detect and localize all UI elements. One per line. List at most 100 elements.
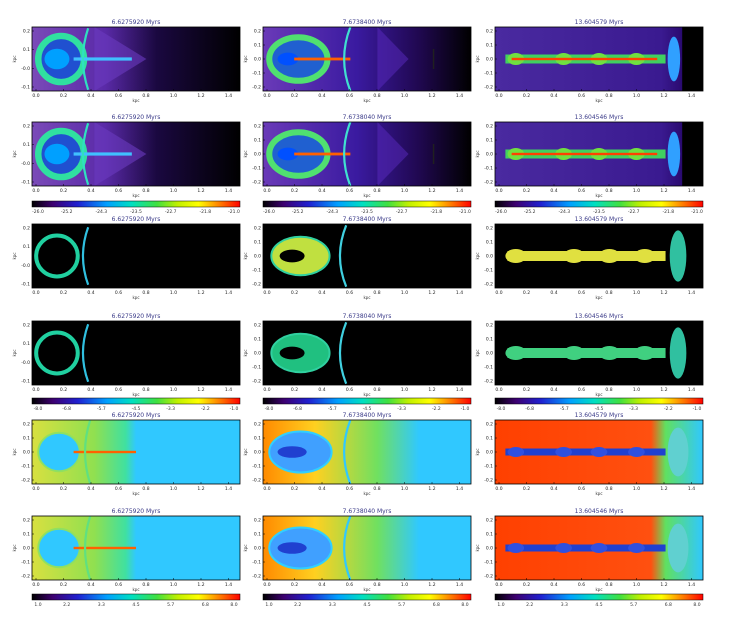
- x-tick-label: 1.4: [688, 387, 695, 393]
- knot: [563, 346, 585, 360]
- colorbar: -26.0 -25.2 -24.3 -23.5 -22.7 -21.8 -21.0: [31, 200, 241, 215]
- x-tick-label: 1.4: [456, 93, 463, 99]
- colorbar-tick-label: 3.3: [561, 602, 568, 608]
- x-tick-label: 0.0: [495, 582, 502, 588]
- ambient-region: [682, 122, 703, 186]
- x-tick-label: 1.0: [170, 93, 177, 99]
- knot: [590, 447, 608, 457]
- x-tick-label: 0.4: [87, 387, 94, 393]
- panel-image: [495, 321, 703, 385]
- x-tick-label: 0.2: [60, 290, 67, 296]
- y-tick-label: 0.0: [486, 450, 493, 456]
- panel-title: 13.604546 Myrs: [575, 313, 624, 320]
- x-tick-label: 0.0: [32, 93, 39, 99]
- plot-panel: 7.6738400 Myrs 0.0 0.2 0.4 0.6 0.8 1.0 1.2 1.4 kp…: [243, 216, 472, 300]
- y-axis-label: kpc: [475, 544, 480, 551]
- x-tick-label: 0.4: [550, 387, 557, 393]
- x-tick-label: 0.4: [550, 188, 557, 194]
- panel-image: [32, 27, 240, 91]
- panel-image: [495, 516, 703, 580]
- x-tick-label: 0.6: [346, 290, 353, 296]
- bow-shock: [343, 516, 352, 580]
- y-tick-label: 0.2: [23, 226, 30, 232]
- colorbar-tick-label: 1.0: [34, 602, 41, 608]
- x-tick-label: 0.8: [373, 93, 380, 99]
- x-axis-label: kpc: [595, 392, 602, 397]
- x-tick-label: 0.2: [60, 93, 67, 99]
- y-axis-label: kpc: [12, 448, 17, 455]
- x-axis-label: kpc: [595, 491, 602, 496]
- y-tick-label: -0.1: [484, 464, 493, 470]
- x-tick-label: 0.8: [605, 486, 612, 492]
- y-axis-label: kpc: [475, 55, 480, 62]
- x-tick-label: 0.2: [291, 387, 298, 393]
- y-tick-label: 0.2: [23, 323, 30, 329]
- colorbar-tick-label: -5.7: [560, 406, 569, 412]
- colorbar-gradient: [31, 397, 241, 405]
- bow-shock: [343, 27, 352, 91]
- x-tick-label: 0.4: [318, 93, 325, 99]
- colorbar-tick-label: -1.0: [461, 406, 470, 412]
- colorbar-tick-label: -25.2: [524, 209, 536, 215]
- inner-cavity: [277, 52, 299, 66]
- x-axis-label: kpc: [595, 295, 602, 300]
- colorbar-tick-label: -21.0: [691, 209, 703, 215]
- panel-title: 7.6738040 Myrs: [343, 508, 392, 515]
- jet-beam: [505, 448, 666, 456]
- plot-panel: 6.6275920 Myrs 0.0 0.2 0.4 0.6 0.8 1.0 1.2 1.4 kp…: [12, 19, 241, 103]
- colorbar-tick-label: 5.7: [630, 602, 637, 608]
- x-tick-label: 0.6: [578, 387, 585, 393]
- y-tick-label: -0.1: [21, 560, 30, 566]
- x-tick-label: 0.6: [115, 290, 122, 296]
- y-tick-label: -0.1: [21, 379, 30, 385]
- x-tick-label: 0.2: [523, 582, 530, 588]
- knot: [590, 543, 608, 553]
- x-tick-label: 1.0: [633, 582, 640, 588]
- colorbar-tick-label: -25.2: [61, 209, 73, 215]
- colorbar-tick-label: -4.5: [132, 406, 141, 412]
- y-axis-label: kpc: [243, 252, 248, 259]
- x-tick-label: 0.8: [142, 387, 149, 393]
- y-tick-label: 0.0: [254, 57, 261, 63]
- knot: [628, 447, 645, 457]
- y-tick-label: 0.0: [486, 57, 493, 63]
- x-tick-label: 1.4: [456, 188, 463, 194]
- x-tick-label: 1.4: [225, 290, 232, 296]
- y-tick-label: 0.0: [254, 152, 261, 158]
- y-tick-label: -0.2: [252, 478, 261, 484]
- y-axis-label: kpc: [243, 150, 248, 157]
- x-axis-label: kpc: [363, 98, 370, 103]
- y-tick-label: -0.2: [484, 379, 493, 385]
- x-tick-label: 0.4: [318, 290, 325, 296]
- y-tick-label: -0.2: [21, 478, 30, 484]
- y-axis-label: kpc: [12, 349, 17, 356]
- ambient-region: [682, 27, 703, 91]
- x-tick-label: 0.6: [578, 582, 585, 588]
- colorbar-gradient: [262, 593, 472, 601]
- y-tick-label: -0.1: [21, 282, 30, 288]
- x-tick-label: 0.8: [373, 387, 380, 393]
- y-tick-label: 0.2: [254, 422, 261, 428]
- y-tick-label: -0.1: [21, 464, 30, 470]
- x-tick-label: 1.2: [428, 387, 435, 393]
- x-tick-label: 0.8: [605, 290, 612, 296]
- x-tick-label: 0.8: [142, 582, 149, 588]
- y-tick-label: -0.0: [21, 66, 30, 72]
- x-tick-label: 0.4: [550, 582, 557, 588]
- plot-panel: 7.6738400 Myrs 0.0 0.2 0.4 0.6 0.8 1.0 1.2 1.4 kp…: [243, 19, 472, 103]
- colorbar-tick-label: 8.0: [230, 602, 237, 608]
- x-tick-label: 1.2: [660, 582, 667, 588]
- knot: [555, 543, 572, 553]
- inner-cavity: [277, 147, 299, 161]
- colorbar-tick-label: -23.5: [130, 209, 142, 215]
- x-tick-label: 1.2: [660, 486, 667, 492]
- y-axis-label: kpc: [12, 55, 17, 62]
- x-tick-label: 0.0: [263, 188, 270, 194]
- colorbar-tick-label: 2.2: [63, 602, 70, 608]
- y-tick-label: 0.1: [486, 43, 493, 49]
- x-tick-label: 0.4: [318, 582, 325, 588]
- x-tick-label: 0.8: [373, 486, 380, 492]
- x-tick-label: 0.6: [578, 93, 585, 99]
- panel-title: 13.604579 Myrs: [575, 19, 624, 26]
